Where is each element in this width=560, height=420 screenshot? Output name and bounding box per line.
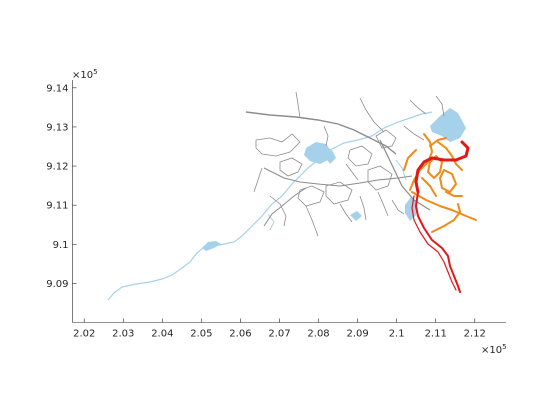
road-southwest (263, 187, 307, 227)
x-tick-label: 2.03 (112, 329, 134, 340)
road-grid-c (297, 185, 325, 207)
road-east-west (263, 167, 413, 187)
x-tick-label: 2.02 (73, 329, 95, 340)
road-network-layer (245, 91, 445, 237)
road-branch-12 (391, 199, 405, 215)
y-tick-label: 9.12 (46, 162, 68, 173)
lake-central (324, 150, 336, 164)
map-axes: 2.02 2.03 2.04 2.05 2.06 2.07 2.08 2.09 2.1 2.11 2… (46, 68, 506, 356)
orange-route-loop-1 (427, 155, 443, 179)
road-grid-e (347, 145, 373, 167)
y-tick-label: 9.14 (46, 83, 68, 94)
lake-east-marsh (405, 197, 417, 221)
x-tick-label: 2.06 (229, 329, 251, 340)
x-axis-multiplier: ×105 (481, 343, 507, 356)
road-branch-8 (435, 95, 445, 117)
x-axis-ticks: 2.02 2.03 2.04 2.05 2.06 2.07 2.08 2.09 2.1 2.11 2… (73, 318, 486, 340)
road-grid-a (255, 133, 301, 157)
road-main-northwest (245, 111, 397, 155)
red-route-layer (411, 140, 470, 293)
x-tick-label: 2.05 (190, 329, 212, 340)
water-bodies-layer (107, 108, 466, 301)
road-branch-6 (403, 125, 425, 141)
y-tick-label: 9.13 (46, 122, 68, 133)
x-tick-label: 2.09 (346, 329, 368, 340)
lake-northeast (430, 108, 466, 142)
orange-route-east-arm (411, 191, 477, 221)
red-route-north (414, 140, 470, 194)
road-branch-1 (269, 195, 287, 227)
road-branch-4 (359, 195, 367, 221)
y-tick-label: 9.1 (53, 240, 69, 251)
y-tick-label: 9.11 (46, 201, 68, 212)
road-north-spur (295, 91, 301, 119)
orange-route-east-north (437, 141, 463, 171)
x-tick-label: 2.07 (268, 329, 290, 340)
orange-route-layer (403, 133, 477, 233)
road-grid-f (367, 165, 393, 191)
road-branch-7 (409, 99, 427, 115)
orange-route-spur-3 (445, 191, 463, 197)
x-tick-label: 2.04 (151, 329, 173, 340)
lake-west (202, 241, 221, 251)
x-tick-label: 2.11 (425, 329, 447, 340)
road-branch-9 (253, 167, 263, 193)
y-axis-ticks: 9.09 9.1 9.11 9.12 9.13 9.14 (46, 83, 77, 290)
road-grid-d (325, 181, 353, 205)
y-tick-label: 9.09 (46, 279, 68, 290)
road-main-east (379, 139, 431, 211)
road-branch-11 (345, 163, 359, 181)
x-tick-label: 2.08 (307, 329, 329, 340)
road-branch-3 (339, 203, 353, 223)
road-northeast-spur (359, 97, 385, 133)
orange-route-southeast (431, 203, 461, 233)
road-branch-10 (323, 125, 329, 147)
y-axis-multiplier: ×105 (72, 68, 98, 81)
red-route-south-parallel (411, 195, 457, 291)
orange-route-spur-4 (429, 137, 447, 147)
x-tick-label: 2.1 (389, 329, 405, 340)
orange-route-main-north (409, 133, 433, 191)
orange-route-spur-2 (421, 177, 437, 197)
red-route-south (415, 191, 461, 293)
lake-central-north (304, 142, 332, 164)
road-branch-2 (305, 205, 319, 237)
road-grid-b (279, 157, 303, 177)
lake-south (350, 211, 362, 221)
river-west (107, 111, 433, 301)
orange-route-loop-2 (439, 169, 457, 193)
stream-small-2 (395, 159, 407, 181)
x-tick-label: 2.12 (464, 329, 486, 340)
road-grid-g (375, 129, 397, 149)
road-branch-5 (377, 191, 389, 217)
orange-route-spur-1 (403, 149, 417, 171)
